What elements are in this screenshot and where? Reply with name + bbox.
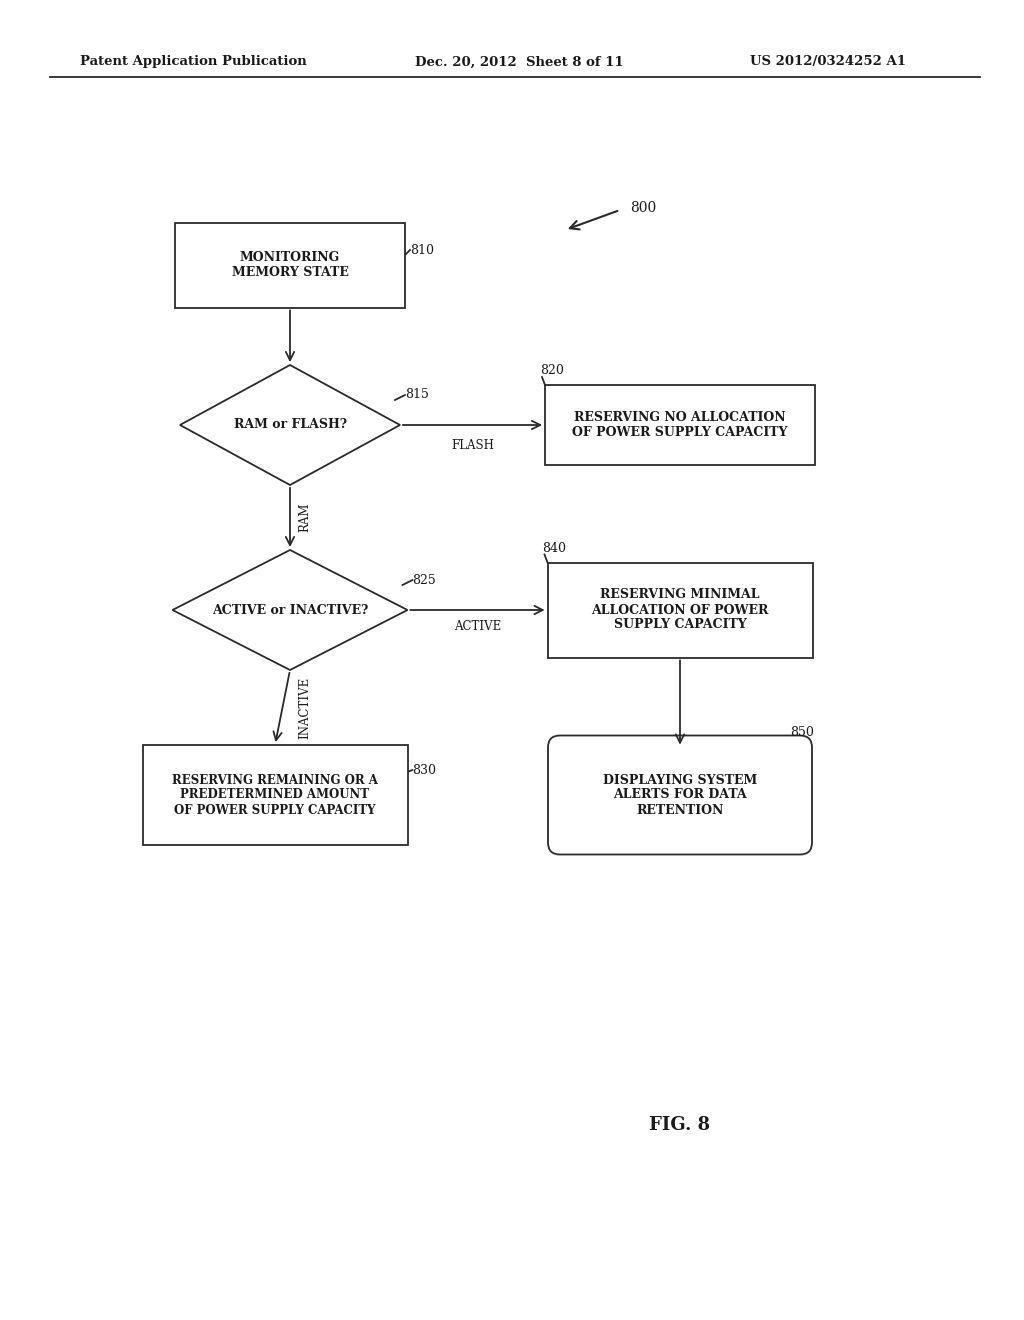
- Text: 800: 800: [630, 201, 656, 215]
- Bar: [175, 223, 406, 308]
- Text: 850: 850: [790, 726, 814, 739]
- Text: RESERVING MINIMAL
ALLOCATION OF POWER
SUPPLY CAPACITY: RESERVING MINIMAL ALLOCATION OF POWER SU…: [591, 589, 769, 631]
- Text: 825: 825: [413, 573, 436, 586]
- Text: 840: 840: [543, 541, 566, 554]
- Polygon shape: [180, 366, 400, 484]
- FancyBboxPatch shape: [548, 735, 812, 854]
- Text: FIG. 8: FIG. 8: [649, 1115, 711, 1134]
- Bar: [548, 562, 812, 657]
- Text: DISPLAYING SYSTEM
ALERTS FOR DATA
RETENTION: DISPLAYING SYSTEM ALERTS FOR DATA RETENT…: [603, 774, 757, 817]
- Text: 810: 810: [410, 243, 434, 256]
- Bar: [545, 385, 815, 465]
- Text: RESERVING NO ALLOCATION
OF POWER SUPPLY CAPACITY: RESERVING NO ALLOCATION OF POWER SUPPLY …: [572, 411, 787, 440]
- Text: RAM or FLASH?: RAM or FLASH?: [233, 418, 346, 432]
- Bar: [142, 744, 408, 845]
- Text: 820: 820: [540, 364, 564, 378]
- Text: 815: 815: [406, 388, 429, 401]
- Text: Patent Application Publication: Patent Application Publication: [80, 55, 307, 69]
- Text: ACTIVE: ACTIVE: [454, 620, 501, 634]
- Text: RAM: RAM: [298, 503, 311, 532]
- Text: Dec. 20, 2012  Sheet 8 of 11: Dec. 20, 2012 Sheet 8 of 11: [415, 55, 624, 69]
- Text: FLASH: FLASH: [451, 440, 494, 451]
- Polygon shape: [172, 550, 408, 671]
- Text: ACTIVE or INACTIVE?: ACTIVE or INACTIVE?: [212, 603, 368, 616]
- Text: 830: 830: [413, 763, 436, 776]
- Text: US 2012/0324252 A1: US 2012/0324252 A1: [750, 55, 906, 69]
- Text: RESERVING REMAINING OR A
PREDETERMINED AMOUNT
OF POWER SUPPLY CAPACITY: RESERVING REMAINING OR A PREDETERMINED A…: [172, 774, 378, 817]
- Text: INACTIVE: INACTIVE: [298, 676, 311, 739]
- Text: MONITORING
MEMORY STATE: MONITORING MEMORY STATE: [231, 251, 348, 279]
